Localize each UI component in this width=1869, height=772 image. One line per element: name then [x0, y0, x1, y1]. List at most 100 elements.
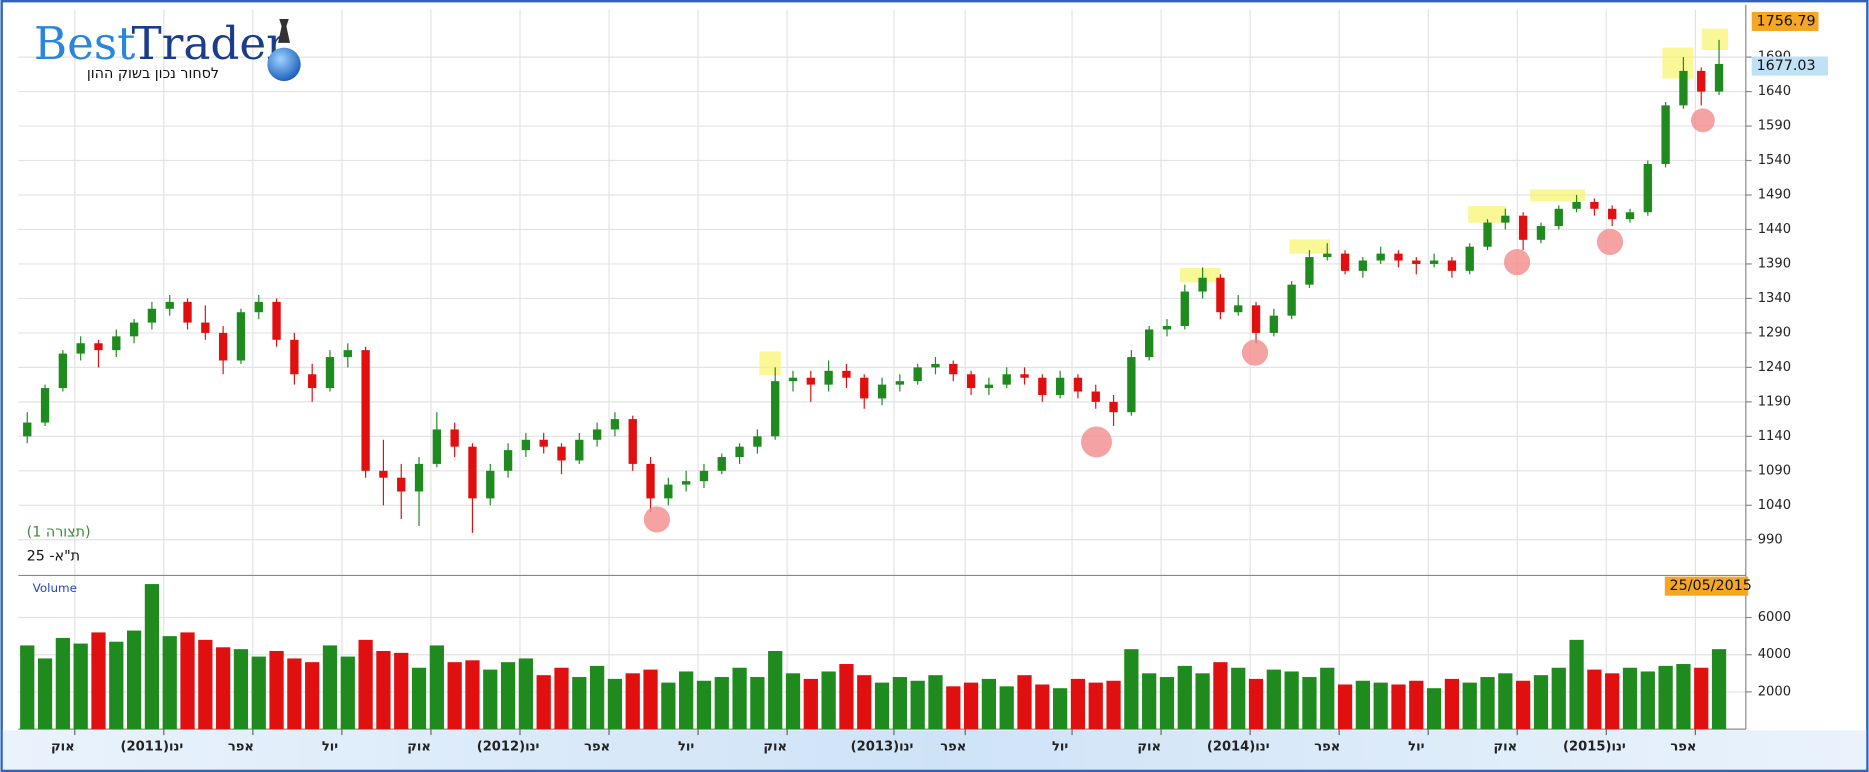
volume-bar	[1106, 680, 1121, 730]
candle-body	[290, 339, 299, 375]
highlight	[1701, 28, 1728, 51]
candle-body	[1073, 377, 1083, 392]
index-name: ת"א- 25	[27, 548, 80, 564]
volume-bar	[696, 680, 712, 730]
candle-body	[717, 457, 726, 471]
volume-bar	[1284, 671, 1299, 730]
x-tick-label: (2014)ינו	[1207, 739, 1270, 754]
x-tick-label: יול	[1408, 739, 1424, 754]
candle-body	[1483, 222, 1492, 247]
candle-body	[1055, 377, 1065, 395]
volume-label: Volume	[33, 581, 77, 595]
candle-body	[414, 463, 424, 492]
y-tick-label: 1590	[1758, 119, 1791, 134]
volume-bar	[1070, 678, 1086, 730]
candle-body	[949, 363, 958, 375]
volume-bar	[358, 639, 373, 730]
volume-bar	[37, 658, 53, 730]
volume-bar	[1676, 664, 1691, 730]
volume-bar	[198, 639, 213, 730]
volume-bar	[963, 682, 979, 730]
volume-bar	[376, 651, 391, 730]
volume-bar	[1498, 673, 1513, 730]
candle-body	[860, 377, 869, 399]
volume-bar	[1035, 684, 1050, 730]
volume-bar	[126, 630, 142, 730]
volume-bar	[821, 671, 836, 730]
candle-body	[984, 384, 994, 389]
volume-bar	[661, 682, 676, 730]
volume-bar	[483, 669, 498, 730]
candle-body	[1697, 70, 1706, 92]
circle-marker	[643, 506, 671, 533]
candle-body	[325, 357, 335, 389]
x-tick-label: אוק	[1494, 739, 1518, 754]
marker-label: 25/05/2015	[1670, 578, 1752, 594]
x-tick-label: אוק	[407, 739, 431, 754]
candle-body	[308, 374, 317, 389]
volume-bar	[1516, 680, 1531, 730]
candle-body	[1162, 326, 1172, 330]
logo-best: Best	[34, 17, 135, 70]
volume-bar	[1248, 678, 1264, 730]
volume-bar	[785, 673, 801, 730]
volume-bar	[1124, 649, 1139, 730]
volume-bar	[1551, 667, 1566, 730]
x-tick-label: יול	[678, 739, 694, 754]
volume-bar	[73, 643, 88, 730]
volume-bar	[892, 677, 907, 730]
candle-body	[432, 429, 442, 464]
highlight	[1662, 47, 1694, 79]
volume-bar	[1195, 673, 1210, 730]
volume-bar	[1320, 667, 1335, 730]
volume-bar	[465, 660, 480, 730]
x-tick-label: אוק	[51, 739, 75, 754]
volume-bar	[1231, 667, 1246, 730]
volume-bar	[1391, 684, 1406, 730]
y-tick-label: 4000	[1758, 647, 1791, 662]
candle-body	[1145, 329, 1154, 358]
candle-body	[824, 370, 833, 385]
volume-bar	[429, 645, 444, 730]
volume-bar	[1569, 639, 1584, 730]
candle-body	[1394, 253, 1403, 261]
x-tick-label: אוק	[1137, 739, 1161, 754]
volume-bar	[1444, 678, 1460, 730]
candle-body	[521, 439, 531, 451]
volume-bar	[1053, 688, 1068, 730]
volume-bar	[750, 677, 765, 730]
volume-bar	[572, 677, 587, 730]
x-tick-label: (2013)ינו	[851, 739, 914, 754]
circle-marker	[1081, 426, 1113, 458]
volume-bar	[1480, 677, 1495, 730]
candle-body	[1608, 208, 1617, 220]
candle-body	[343, 350, 352, 358]
candle-body	[1251, 305, 1261, 333]
candle-body	[1412, 260, 1421, 264]
candle-body	[450, 429, 459, 447]
y-tick-label: 1540	[1758, 153, 1791, 168]
x-tick-label: אפר	[584, 739, 610, 754]
volume-bar	[607, 678, 623, 730]
marker-box	[1751, 11, 1819, 31]
highlights	[759, 28, 1728, 376]
volume-bar	[394, 652, 409, 730]
candle-body	[557, 446, 566, 461]
volume-bar	[1017, 675, 1032, 730]
candle-body	[699, 470, 709, 482]
volume-bar	[1373, 682, 1388, 730]
volume-bar	[999, 686, 1014, 730]
candle-body	[1447, 260, 1457, 271]
axes: 990 1040 1090 1140 1190 1240 1290 1340 1390 1440 1…	[51, 11, 1829, 754]
volume-bar	[1587, 669, 1602, 730]
candle-body	[183, 301, 192, 323]
logo-trader: Trader	[132, 17, 289, 70]
volume-bar	[447, 662, 462, 730]
candle-body	[575, 439, 584, 461]
candle-body	[1518, 215, 1528, 240]
y-tick-label: 1240	[1758, 360, 1791, 375]
highlight	[1289, 239, 1331, 254]
candle-body	[379, 470, 388, 478]
y-tick-label: 990	[1758, 532, 1783, 547]
volume-bar	[340, 656, 355, 730]
